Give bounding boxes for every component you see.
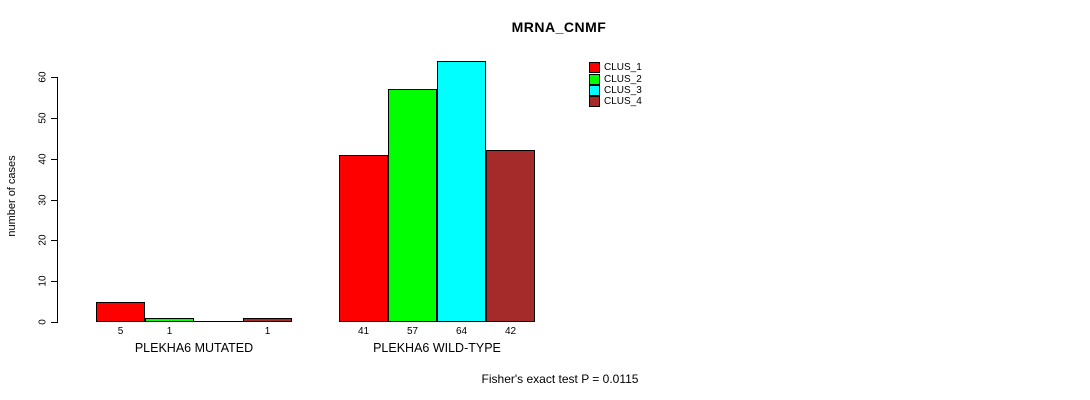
legend-item-clus-2: CLUS_2: [589, 73, 642, 85]
x-category-label-mutated: PLEKHA6 MUTATED: [134, 341, 254, 355]
y-tick-label: 60: [37, 71, 49, 83]
y-axis-tick: [51, 77, 57, 78]
y-axis-tick: [51, 281, 57, 282]
bar-clus-2-group1: [388, 89, 437, 322]
y-axis-line: [57, 77, 58, 323]
legend-label-clus-2: CLUS_2: [604, 73, 642, 85]
bar-value-label-clus-4-group0: 1: [264, 326, 271, 337]
bar-clus-4-group1: [486, 150, 535, 322]
bar-clus-1-group0: [96, 302, 145, 322]
legend-label-clus-3: CLUS_3: [604, 84, 642, 96]
legend-label-clus-1: CLUS_1: [604, 62, 642, 74]
bar-value-label-clus-4-group1: 42: [504, 326, 517, 337]
x-category-label-wild-type: PLEKHA6 WILD-TYPE: [373, 341, 501, 355]
bar-value-label-clus-3-group1: 64: [455, 326, 468, 337]
y-axis-tick: [51, 322, 57, 323]
legend: CLUS_1 CLUS_2 CLUS_3 CLUS_4: [589, 62, 642, 108]
bar-value-label-clus-1-group0: 5: [117, 326, 124, 337]
bar-clus-1-group1: [339, 155, 388, 322]
y-tick-label: 40: [37, 153, 49, 165]
legend-swatch-clus-4: [589, 96, 600, 108]
legend-swatch-clus-1: [589, 62, 600, 74]
y-tick-label: 20: [37, 234, 49, 246]
legend-item-clus-3: CLUS_3: [589, 84, 642, 96]
bar-clus-3-group1: [437, 61, 486, 322]
bar-clus-4-group0: [243, 318, 292, 322]
bar-value-label-clus-1-group1: 41: [357, 326, 370, 337]
y-tick-label: 50: [37, 112, 49, 124]
legend-item-clus-1: CLUS_1: [589, 62, 642, 74]
y-tick-label: 30: [37, 194, 49, 206]
legend-item-clus-4: CLUS_4: [589, 96, 642, 108]
y-tick-label: 10: [37, 275, 49, 287]
y-axis-tick: [51, 200, 57, 201]
legend-label-clus-4: CLUS_4: [604, 96, 642, 108]
annotation-text: Fisher's exact test P = 0.0115: [481, 372, 639, 386]
bar-value-label-clus-2-group1: 57: [406, 326, 419, 337]
bar-value-label-clus-2-group0: 1: [166, 326, 173, 337]
y-axis-label: number of cases: [6, 155, 18, 237]
y-axis-tick: [51, 159, 57, 160]
legend-swatch-clus-3: [589, 84, 600, 96]
bar-clus-2-group0: [145, 318, 194, 322]
chart-title: MRNA_CNMF: [511, 19, 607, 35]
legend-swatch-clus-2: [589, 73, 600, 85]
bar-zero-clus-3-group0: [194, 321, 244, 322]
y-tick-label: 0: [37, 319, 49, 325]
y-axis-tick: [51, 240, 57, 241]
y-axis-tick: [51, 118, 57, 119]
